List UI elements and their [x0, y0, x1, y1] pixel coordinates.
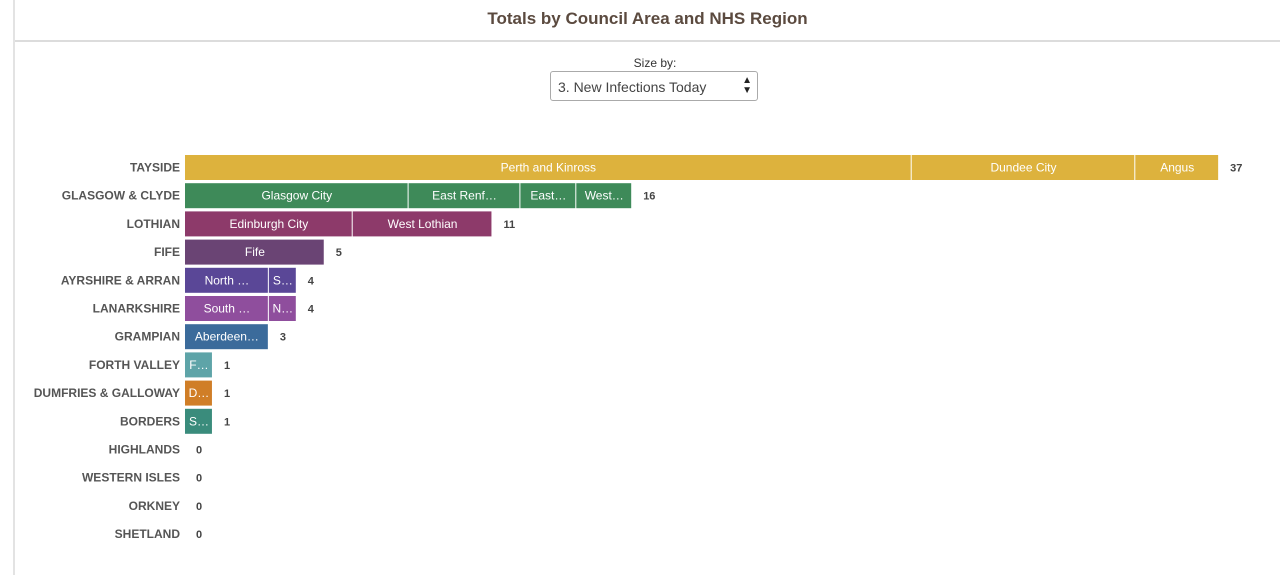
bar-segment[interactable]	[352, 211, 492, 237]
region-label-ayrshire-arran: AYRSHIRE & ARRAN	[61, 273, 180, 287]
bar-segment-label: Angus	[1160, 161, 1194, 175]
bar-segment-label: East Renf…	[432, 189, 497, 203]
region-label-dumfries-galloway: DUMFRIES & GALLOWAY	[34, 386, 180, 400]
region-label-shetland: SHETLAND	[115, 527, 181, 541]
bar-segment[interactable]	[408, 183, 520, 209]
chart-title: Totals by Council Area and NHS Region	[487, 9, 808, 28]
region-label-western-isles: WESTERN ISLES	[82, 471, 180, 485]
bar-segment[interactable]	[1135, 155, 1219, 180]
bar-segment[interactable]	[185, 408, 212, 434]
bar-segment[interactable]	[911, 155, 1135, 180]
size-by-select[interactable]: 3. New Infections Today ▲ ▼	[550, 71, 758, 101]
bar-segment[interactable]	[185, 155, 911, 180]
region-label-lothian: LOTHIAN	[127, 217, 180, 231]
region-total-label: 0	[196, 445, 202, 457]
bar-segment-label: Dundee City	[990, 161, 1056, 175]
region-total-label: 37	[1230, 163, 1242, 175]
region-total-label: 4	[308, 275, 315, 287]
region-total-label: 5	[336, 247, 342, 259]
bar-segment[interactable]	[185, 267, 268, 293]
bar-segment[interactable]	[268, 267, 296, 293]
select-arrows-icon: ▲ ▼	[742, 75, 752, 96]
region-label-fife: FIFE	[154, 245, 180, 259]
bar-segment-label: S…	[189, 414, 209, 428]
region-label-grampian: GRAMPIAN	[115, 330, 180, 344]
bar-segment-label: D…	[189, 386, 210, 400]
region-total-label: 11	[503, 219, 515, 231]
bar-segment[interactable]	[185, 324, 268, 350]
region-label-orkney: ORKNEY	[129, 499, 180, 513]
chart-header: Totals by Council Area and NHS Region	[15, 0, 1280, 42]
bar-segment-label: N…	[272, 302, 293, 316]
region-label-tayside: TAYSIDE	[130, 161, 180, 175]
region-total-label: 0	[196, 501, 202, 513]
bar-segment-label: South …	[204, 302, 251, 316]
region-total-label: 0	[196, 529, 202, 541]
bar-segment-label: Edinburgh City	[229, 217, 308, 231]
region-total-label: 1	[224, 416, 230, 428]
bar-segment[interactable]	[185, 239, 324, 265]
bar-segment[interactable]	[185, 211, 352, 237]
bar-segment[interactable]	[185, 296, 268, 321]
size-by-label: Size by:	[633, 56, 677, 70]
region-total-label: 0	[196, 473, 202, 485]
bar-segment-label: Glasgow City	[261, 189, 332, 203]
bar-segment-label: S…	[273, 273, 293, 287]
region-label-forth-valley: FORTH VALLEY	[89, 358, 180, 372]
region-label-highlands: HIGHLANDS	[109, 443, 180, 457]
region-total-label: 4	[308, 304, 315, 316]
bar-segment-label: F…	[189, 358, 208, 372]
region-label-lanarkshire: LANARKSHIRE	[93, 302, 180, 316]
region-label-glasgow-clyde: GLASGOW & CLYDE	[62, 189, 180, 203]
region-total-label: 16	[643, 191, 655, 203]
region-total-label: 3	[280, 332, 286, 344]
region-total-label: 1	[224, 360, 230, 372]
bar-segment-label: West…	[585, 189, 624, 203]
bar-segment-label: Aberdeen…	[195, 330, 259, 344]
bar-segment-label: East…	[530, 189, 566, 203]
bar-segment[interactable]	[576, 183, 632, 209]
bar-segment[interactable]	[185, 183, 408, 209]
bar-segment[interactable]	[185, 352, 212, 378]
size-by-selected-value: 3. New Infections Today	[558, 79, 707, 95]
bar-segment-label: Fife	[245, 245, 265, 259]
bar-segment-label: North …	[205, 273, 250, 287]
bar-segment[interactable]	[268, 296, 296, 321]
bar-segment[interactable]	[185, 380, 212, 406]
panel-left-border	[13, 0, 15, 575]
region-label-borders: BORDERS	[120, 414, 180, 428]
bar-segment-label: West Lothian	[388, 217, 458, 231]
bar-segment-label: Perth and Kinross	[501, 161, 596, 175]
bar-segment[interactable]	[520, 183, 576, 209]
region-total-label: 1	[224, 388, 230, 400]
